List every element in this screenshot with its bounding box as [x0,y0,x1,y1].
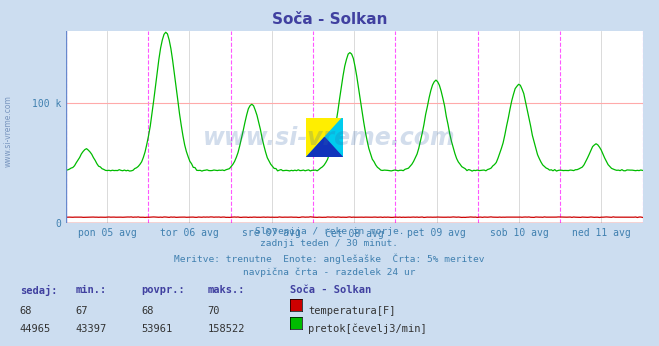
Text: sedaj:: sedaj: [20,285,57,297]
Text: Slovenija / reke in morje.
zadnji teden / 30 minut.
Meritve: trenutne  Enote: an: Slovenija / reke in morje. zadnji teden … [174,227,485,277]
Text: min.:: min.: [76,285,107,295]
Text: Soča - Solkan: Soča - Solkan [272,12,387,27]
Text: 158522: 158522 [208,324,245,334]
Polygon shape [306,137,343,157]
Text: pretok[čevelj3/min]: pretok[čevelj3/min] [308,324,427,334]
Text: www.si-vreme.com: www.si-vreme.com [4,95,13,167]
Text: Soča - Solkan: Soča - Solkan [290,285,371,295]
Text: 44965: 44965 [20,324,51,334]
Text: 68: 68 [20,306,32,316]
Text: povpr.:: povpr.: [142,285,185,295]
Text: 43397: 43397 [76,324,107,334]
Text: 68: 68 [142,306,154,316]
Text: www.si-vreme.com: www.si-vreme.com [203,126,456,151]
Polygon shape [306,118,343,157]
Text: 67: 67 [76,306,88,316]
Text: 53961: 53961 [142,324,173,334]
Text: 70: 70 [208,306,220,316]
Polygon shape [306,118,343,157]
Text: temperatura[F]: temperatura[F] [308,306,396,316]
Text: maks.:: maks.: [208,285,245,295]
